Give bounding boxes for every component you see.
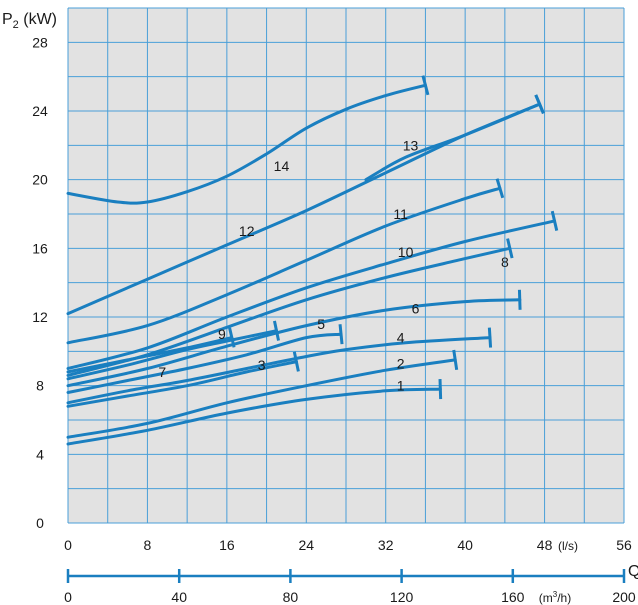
curve-label-6: 6	[412, 300, 420, 316]
curve-label-2: 2	[397, 355, 405, 371]
x-tick-label: 56	[616, 537, 632, 553]
curve-label-5: 5	[317, 316, 325, 332]
curve-end-marker-3	[292, 351, 300, 372]
curve-end-marker-6	[517, 289, 522, 310]
x-unit-m3h-end: /h)	[557, 591, 571, 605]
y-tick-labels: 0 4 8 12 16 20 24 28	[32, 34, 48, 531]
x-tick-label: 40	[457, 537, 473, 553]
y-axis-title-main: P	[2, 11, 13, 28]
x2-tick-label: 80	[283, 589, 299, 605]
x-tick-label: 32	[378, 537, 394, 553]
x-tick-label: 8	[144, 537, 152, 553]
x-tick-labels: 0 8 16 24 32 40 48 56	[64, 537, 632, 553]
curve-end-marker-5	[338, 324, 344, 345]
x-unit-ls: (l/s)	[558, 539, 578, 553]
curve-end-marker-11	[495, 178, 505, 199]
y-tick-label: 0	[36, 515, 44, 531]
x-tick-label: 16	[219, 537, 235, 553]
curve-end-marker-4	[487, 327, 493, 348]
y-axis-title-sub: 2	[13, 19, 19, 31]
y-tick-label: 12	[32, 309, 48, 325]
x2-tick-label: 40	[171, 589, 187, 605]
curve-4	[66, 336, 492, 405]
y-tick-label: 24	[32, 103, 48, 119]
curve-2	[66, 358, 457, 439]
curve-label-3: 3	[258, 357, 266, 373]
y-axis-title: P2 (kW)	[2, 11, 57, 31]
curve-label-11: 11	[393, 206, 408, 222]
x2-tick-label: 200	[612, 589, 636, 605]
x-unit-m3h-sup: 3	[553, 590, 558, 599]
curve-label-1: 1	[397, 378, 405, 394]
y-tick-label: 28	[32, 34, 48, 50]
y-tick-label: 4	[36, 446, 44, 462]
x-unit-m3h-main: (m	[539, 591, 553, 605]
curve-label-10: 10	[398, 244, 414, 260]
curve-9	[66, 336, 234, 374]
curve-11	[66, 186, 502, 345]
curve-end-marker-7	[272, 320, 281, 341]
x-tick-label: 24	[298, 537, 314, 553]
curve-6	[66, 298, 522, 388]
curve-label-4: 4	[397, 330, 405, 346]
y-tick-label: 20	[32, 172, 48, 188]
curve-label-8: 8	[501, 254, 509, 270]
curve-end-marker-13	[534, 94, 545, 114]
curve-label-13: 13	[403, 137, 419, 153]
x-axis-title: Q	[628, 563, 638, 580]
curve-10	[66, 219, 556, 370]
curve-7	[66, 329, 278, 381]
secondary-x-axis: 0 40 80 120 160 200	[64, 569, 636, 605]
curve-end-marker-14	[421, 75, 430, 96]
y-axis-title-unit: (kW)	[19, 11, 57, 28]
curve-1	[66, 387, 442, 446]
x-unit-m3h: (m3/h)	[539, 590, 571, 605]
curve-label-9: 9	[218, 326, 226, 342]
curve-end-marker-10	[550, 210, 559, 231]
curve-end-marker-8	[506, 238, 514, 259]
curves	[66, 75, 559, 446]
x2-tick-label: 160	[501, 589, 525, 605]
curve-5	[66, 332, 343, 394]
curve-13	[364, 102, 542, 182]
curve-label-7: 7	[158, 364, 166, 380]
curve-3	[66, 360, 298, 408]
x2-tick-label: 0	[64, 589, 72, 605]
x-tick-label: 0	[64, 537, 72, 553]
x-tick-label: 48	[537, 537, 553, 553]
curve-label-12: 12	[239, 223, 255, 239]
curve-14	[66, 83, 427, 205]
y-tick-label: 16	[32, 240, 48, 256]
curve-label-14: 14	[274, 158, 290, 174]
curve-end-marker-9	[228, 327, 236, 348]
y-tick-label: 8	[36, 378, 44, 394]
curve-end-marker-1	[438, 379, 443, 400]
curve-end-marker-2	[452, 349, 459, 371]
x2-tick-label: 120	[390, 589, 414, 605]
